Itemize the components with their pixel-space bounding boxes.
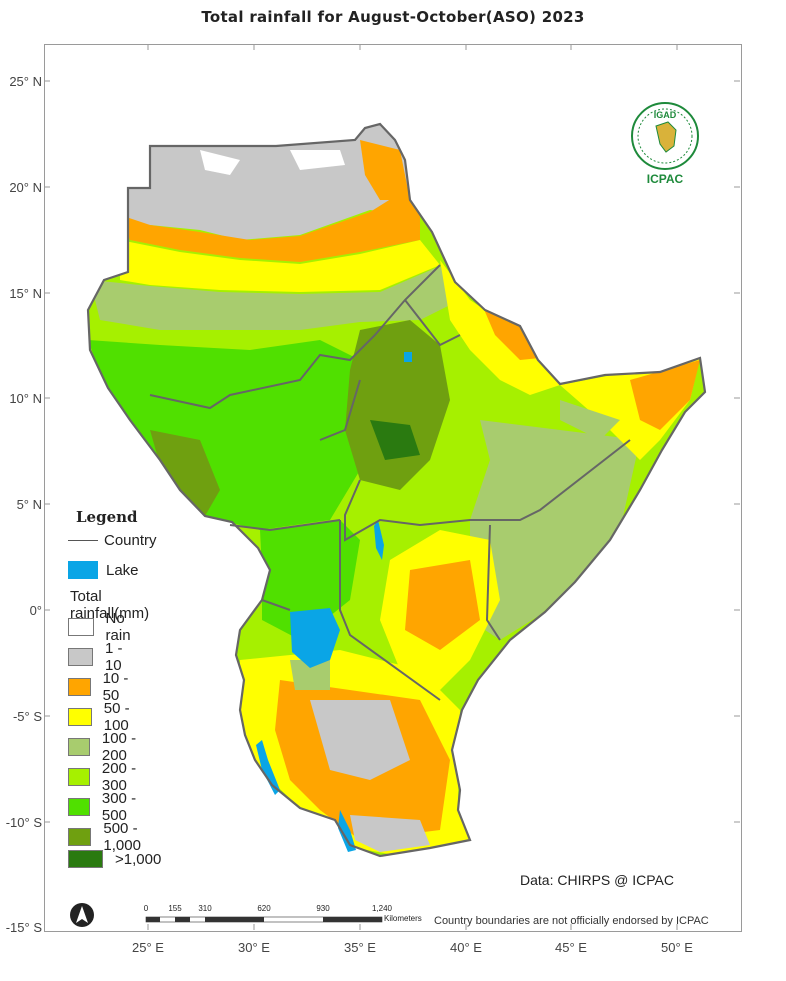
icpac-logo: IGAD ICPAC (628, 100, 702, 186)
scale-bar (145, 916, 383, 923)
lake-tanganyika (256, 740, 280, 795)
legend-lake-label: Lake (106, 561, 139, 579)
lat-label-5n: 5° N (16, 497, 42, 512)
scale-tick-310: 310 (198, 904, 212, 913)
legend-class-label: 50 - 100 (103, 700, 130, 734)
lake-tana (404, 352, 412, 362)
legend-class-row: 300 - 500 (68, 790, 140, 824)
lat-label-10s: -10° S (5, 815, 42, 830)
legend-class-row: >1,000 (68, 850, 161, 868)
scale-tick-0: 0 (143, 904, 149, 913)
lat-label-20n: 20° N (9, 180, 42, 195)
map-title: Total rainfall for August-October(ASO) 2… (201, 8, 585, 26)
legend-class-label: 10 - 50 (102, 670, 129, 704)
graticule-ticks (44, 44, 740, 930)
lon-label-45e: 45° E (555, 940, 587, 955)
legend-swatch (68, 648, 93, 666)
north-arrow-icon (70, 903, 94, 927)
country-borders (149, 264, 631, 701)
legend-swatch (68, 738, 90, 756)
lon-label-50e: 50° E (661, 940, 693, 955)
legend-swatch (68, 768, 90, 786)
legend-rain-heading: Total rainfall(mm) (70, 588, 150, 622)
legend-class-row: 200 - 300 (68, 760, 140, 794)
lon-label-35e: 35° E (344, 940, 376, 955)
rainfall-fill (88, 124, 705, 856)
legend-class-label: >1,000 (115, 850, 162, 868)
legend-class-label: 300 - 500 (101, 790, 137, 824)
lake-turkana (374, 520, 384, 560)
scale-tick-930: 930 (316, 904, 330, 913)
lat-label-10n: 10° N (9, 391, 42, 406)
legend-class-label: No rain (105, 610, 131, 644)
legend-class-row: 50 - 100 (68, 700, 140, 734)
legend-class-row: 10 - 50 (68, 670, 132, 704)
lake-malawi (338, 810, 356, 852)
legend-class-row: 500 - 1,000 (68, 820, 153, 854)
legend-title: Legend (76, 508, 138, 526)
legend-lake-row: Lake (68, 561, 139, 579)
lat-label-5s: -5° S (12, 709, 42, 724)
logo-top-text: IGAD (653, 110, 677, 120)
lat-label-25n: 25° N (9, 74, 42, 89)
data-credit: Data: CHIRPS @ ICPAC (520, 872, 674, 888)
country-line-symbol (68, 540, 98, 541)
igad-emblem-icon (631, 102, 699, 170)
scale-tick-155: 155 (168, 904, 182, 913)
logo-bottom-text: ICPAC (646, 172, 684, 186)
legend-class-label: 100 - 200 (101, 730, 137, 764)
scale-tick-620: 620 (257, 904, 271, 913)
lat-label-0: 0° (29, 603, 42, 618)
legend-class-row: 1 - 10 (68, 640, 132, 674)
scale-tick-1240: 1,240 (371, 904, 393, 913)
lake-victoria (290, 608, 340, 668)
lat-label-15n: 15° N (9, 286, 42, 301)
lake-swatch (68, 561, 98, 579)
lon-label-30e: 30° E (238, 940, 270, 955)
lon-label-25e: 25° E (132, 940, 164, 955)
legend-swatch (68, 678, 91, 696)
legend-class-row: 100 - 200 (68, 730, 140, 764)
legend-swatch (68, 850, 103, 868)
legend-class-label: 500 - 1,000 (103, 820, 141, 854)
region-outline (86, 122, 707, 858)
legend-swatch (68, 618, 94, 636)
legend-swatch (68, 828, 92, 846)
lat-label-15s: -15° S (5, 920, 42, 935)
legend-country-row: Country (68, 532, 157, 549)
legend-class-label: 1 - 10 (104, 640, 123, 674)
legend-class-label: 200 - 300 (101, 760, 137, 794)
disclaimer: Country boundaries are not officially en… (434, 915, 709, 927)
legend-swatch (68, 798, 90, 816)
scale-unit-label: Kilometers (384, 914, 422, 923)
legend-class-row: No rain (68, 610, 140, 644)
legend-swatch (68, 708, 92, 726)
legend-country-label: Country (104, 532, 157, 549)
lon-label-40e: 40° E (450, 940, 482, 955)
